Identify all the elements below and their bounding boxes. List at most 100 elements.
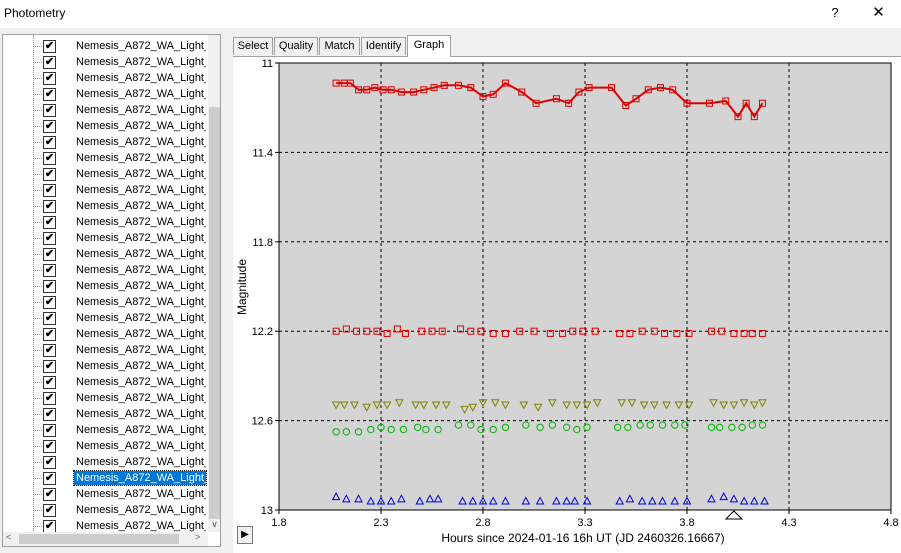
vertical-scrollbar-thumb[interactable] (209, 107, 220, 519)
tree-item[interactable]: ✔ Nemesis_A872_WA_Light_ (3, 406, 208, 422)
horizontal-scrollbar-thumb[interactable] (19, 534, 179, 544)
tree-item-label[interactable]: Nemesis_A872_WA_Light_ (76, 200, 206, 212)
tree-item-label[interactable]: Nemesis_A872_WA_Light_ (76, 216, 206, 228)
help-button[interactable]: ? (831, 5, 839, 20)
tree-item[interactable]: ✔ Nemesis_A872_WA_Light_ (3, 246, 208, 262)
tree-item-checkbox[interactable]: ✔ (43, 456, 56, 469)
tree-item[interactable]: ✔ Nemesis_A872_WA_Light_ (3, 358, 208, 374)
tree-item[interactable]: ✔ Nemesis_A872_WA_Light_ (3, 390, 208, 406)
tree-item-checkbox[interactable]: ✔ (43, 248, 56, 261)
tab-quality[interactable]: Quality (274, 37, 318, 55)
tree-item-label[interactable]: Nemesis_A872_WA_Light_ (76, 152, 206, 164)
tree-item-checkbox[interactable]: ✔ (43, 88, 56, 101)
tree-item[interactable]: ✔ Nemesis_A872_WA_Light_ (3, 150, 208, 166)
tree-item[interactable]: ✔ Nemesis_A872_WA_Light_ (3, 374, 208, 390)
tree-item[interactable]: ✔ Nemesis_A872_WA_Light_ (3, 438, 208, 454)
tree-item[interactable]: ✔ Nemesis_A872_WA_Light_ (3, 422, 208, 438)
tree-item-checkbox[interactable]: ✔ (43, 120, 56, 133)
tree-item[interactable]: ✔ Nemesis_A872_WA_Light_ (3, 262, 208, 278)
tree-item[interactable]: ✔ Nemesis_A872_WA_Light_ (3, 230, 208, 246)
tree-item[interactable]: ✔ Nemesis_A872_WA_Light_ (3, 54, 208, 70)
tree-item[interactable]: ✔ Nemesis_A872_WA_Light_ (3, 166, 208, 182)
tree-item-checkbox[interactable]: ✔ (43, 136, 56, 149)
tab-select[interactable]: Select (233, 37, 273, 55)
tree-item[interactable]: ✔ Nemesis_A872_WA_Light_ (3, 86, 208, 102)
tree-item-label[interactable]: Nemesis_A872_WA_Light_ (76, 312, 206, 324)
tree-item-checkbox[interactable]: ✔ (43, 216, 56, 229)
tree-item-label[interactable]: Nemesis_A872_WA_Light_ (76, 184, 206, 196)
tree-item-checkbox[interactable]: ✔ (43, 504, 56, 517)
tree-item[interactable]: ✔ Nemesis_A872_WA_Light_ (3, 486, 208, 502)
tree-item-label[interactable]: Nemesis_A872_WA_Light_ (76, 264, 206, 276)
tree-item-checkbox[interactable]: ✔ (43, 376, 56, 389)
tree-item-label[interactable]: Nemesis_A872_WA_Light_ (76, 88, 206, 100)
tree-item[interactable]: ✔ Nemesis_A872_WA_Light_ (3, 118, 208, 134)
tab-identify[interactable]: Identify (361, 37, 406, 55)
tree-item[interactable]: ✔ Nemesis_A872_WA_Light_ (3, 38, 208, 54)
tree-item-checkbox[interactable]: ✔ (43, 328, 56, 341)
tree-item[interactable]: ✔ Nemesis_A872_WA_Light_ (3, 198, 208, 214)
tree-item-label[interactable]: Nemesis_A872_WA_Light_ (76, 168, 206, 180)
tree-item-label[interactable]: Nemesis_A872_WA_Light_ (76, 344, 206, 356)
tree-item-checkbox[interactable]: ✔ (43, 104, 56, 117)
tree-item-checkbox[interactable]: ✔ (43, 392, 56, 405)
tree-item-label[interactable]: Nemesis_A872_WA_Light_ (76, 72, 206, 84)
tree-item[interactable]: ✔ Nemesis_A872_WA_Light_ (3, 470, 208, 486)
tree-item[interactable]: ✔ Nemesis_A872_WA_Light_ (3, 278, 208, 294)
vertical-scrollbar[interactable]: ∨ (208, 35, 220, 532)
tree-item-label[interactable]: Nemesis_A872_WA_Light_ (76, 280, 206, 292)
tree-item-label[interactable]: Nemesis_A872_WA_Light_ (76, 120, 206, 132)
tree-item-checkbox[interactable]: ✔ (43, 40, 56, 53)
tree-item[interactable]: ✔ Nemesis_A872_WA_Light_ (3, 134, 208, 150)
scroll-left-icon[interactable]: < (6, 532, 12, 542)
tree-item-label[interactable]: Nemesis_A872_WA_Light_ (76, 104, 206, 116)
tree-item-label[interactable]: Nemesis_A872_WA_Light_ (76, 504, 206, 516)
tree-item[interactable]: ✔ Nemesis_A872_WA_Light_ (3, 518, 208, 534)
close-button[interactable]: ✕ (872, 4, 885, 21)
tree-item-label[interactable]: Nemesis_A872_WA_Light_ (76, 360, 206, 372)
tree-item-label[interactable]: Nemesis_A872_WA_Light_ (73, 470, 207, 486)
tree-item-checkbox[interactable]: ✔ (43, 72, 56, 85)
tree-item-checkbox[interactable]: ✔ (43, 344, 56, 357)
tree-item-checkbox[interactable]: ✔ (43, 360, 56, 373)
tree-item[interactable]: ✔ Nemesis_A872_WA_Light_ (3, 310, 208, 326)
tree-item-label[interactable]: Nemesis_A872_WA_Light_ (76, 296, 206, 308)
tree-item[interactable]: ✔ Nemesis_A872_WA_Light_ (3, 70, 208, 86)
tree-item-checkbox[interactable]: ✔ (43, 440, 56, 453)
play-button[interactable]: ▶ (237, 526, 253, 544)
tree-item-label[interactable]: Nemesis_A872_WA_Light_ (76, 232, 206, 244)
tree-item-checkbox[interactable]: ✔ (43, 232, 56, 245)
tree-item-checkbox[interactable]: ✔ (43, 168, 56, 181)
horizontal-scrollbar[interactable]: < > (3, 532, 208, 546)
tree-item[interactable]: ✔ Nemesis_A872_WA_Light_ (3, 182, 208, 198)
tree-item-checkbox[interactable]: ✔ (43, 424, 56, 437)
tab-graph[interactable]: Graph (407, 35, 451, 57)
tree-item-label[interactable]: Nemesis_A872_WA_Light_ (76, 392, 206, 404)
tree-item-checkbox[interactable]: ✔ (43, 312, 56, 325)
tree-item[interactable]: ✔ Nemesis_A872_WA_Light_ (3, 454, 208, 470)
tree-item-checkbox[interactable]: ✔ (43, 152, 56, 165)
scroll-down-icon[interactable]: ∨ (211, 519, 218, 529)
tree-item[interactable]: ✔ Nemesis_A872_WA_Light_ (3, 342, 208, 358)
tree-item-checkbox[interactable]: ✔ (43, 264, 56, 277)
tree-item-checkbox[interactable]: ✔ (43, 200, 56, 213)
scroll-right-icon[interactable]: > (195, 532, 201, 542)
tree-item-checkbox[interactable]: ✔ (43, 488, 56, 501)
tree-item-checkbox[interactable]: ✔ (43, 280, 56, 293)
tree-item-label[interactable]: Nemesis_A872_WA_Light_ (76, 248, 206, 260)
tree-item-label[interactable]: Nemesis_A872_WA_Light_ (76, 408, 206, 420)
tree-item-label[interactable]: Nemesis_A872_WA_Light_ (76, 40, 206, 52)
tree-item-label[interactable]: Nemesis_A872_WA_Light_ (76, 328, 206, 340)
tree-item[interactable]: ✔ Nemesis_A872_WA_Light_ (3, 102, 208, 118)
tree-item-label[interactable]: Nemesis_A872_WA_Light_ (76, 520, 206, 532)
time-marker-icon[interactable] (724, 510, 744, 520)
tree-item-checkbox[interactable]: ✔ (43, 296, 56, 309)
tab-match[interactable]: Match (319, 37, 360, 55)
tree-item-label[interactable]: Nemesis_A872_WA_Light_ (76, 456, 206, 468)
tree-item-checkbox[interactable]: ✔ (43, 56, 56, 69)
tree-item[interactable]: ✔ Nemesis_A872_WA_Light_ (3, 294, 208, 310)
tree-item[interactable]: ✔ Nemesis_A872_WA_Light_ (3, 502, 208, 518)
tree-item-label[interactable]: Nemesis_A872_WA_Light_ (76, 488, 206, 500)
tree-item-label[interactable]: Nemesis_A872_WA_Light_ (76, 136, 206, 148)
tree-item-label[interactable]: Nemesis_A872_WA_Light_ (76, 424, 206, 436)
